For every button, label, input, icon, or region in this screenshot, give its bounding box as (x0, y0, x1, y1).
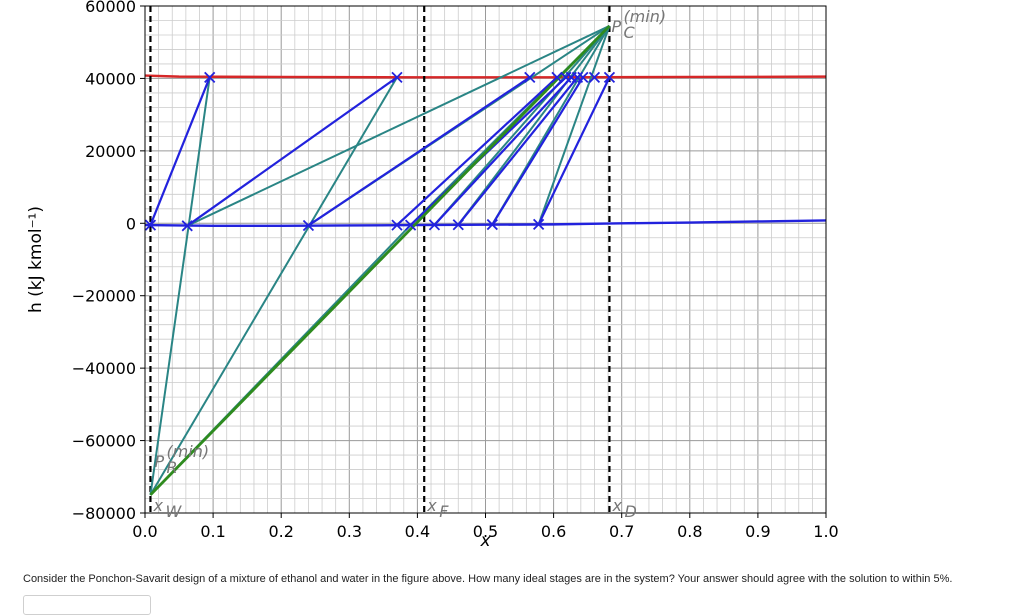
pole-c-label-sup: (min) (623, 7, 666, 26)
operating-line (457, 25, 611, 226)
vapor-stage-marker (204, 71, 216, 83)
xw-label-text: x (152, 496, 163, 515)
vapor-enthalpy-curve (144, 74, 827, 79)
xw-label-sub: W (165, 502, 182, 521)
liquid-stage-marker (144, 219, 157, 231)
y-tick-label: 60000 (85, 0, 136, 16)
x-tick-label: 0.7 (609, 522, 634, 541)
y-tick-label: 40000 (85, 69, 136, 88)
x-tick-label: 0.5 (473, 522, 498, 541)
marker-stroke (404, 219, 417, 231)
y-axis-label: h (kJ kmol⁻¹) (26, 206, 46, 313)
marker-stroke (551, 71, 563, 83)
marker-stroke (588, 71, 601, 83)
marker-stroke (144, 219, 157, 231)
liquid-stage-marker (486, 218, 498, 231)
y-tick-label: 0 (126, 214, 136, 233)
vapor-stage-marker (577, 71, 589, 83)
construction-lines (149, 6, 611, 513)
marker-stroke (577, 71, 589, 83)
x-tick-label: 0.1 (200, 522, 225, 541)
chart-axes: 0.0 0.1 0.2 0.3 0.4 0.5 0.6 0.7 0.8 0.9 1.0 −80000 −… (26, 0, 839, 551)
x-tick-label: 0.8 (677, 522, 702, 541)
y-tick-label: −20000 (72, 287, 136, 306)
marker-stroke (524, 71, 536, 83)
tie-line (396, 76, 558, 226)
x-axis-label: x (479, 531, 491, 551)
xd-label-sub: D (624, 502, 636, 521)
x-tick-label: 0.2 (268, 522, 293, 541)
marker-stroke (204, 71, 216, 83)
marker-stroke (452, 219, 464, 231)
pole-r-label-sup: (min) (166, 442, 209, 461)
ponchon-savarit-chart: 0.0 0.1 0.2 0.3 0.4 0.5 0.6 0.7 0.8 0.9 1.0 −80000 −… (26, 0, 839, 551)
liquid-stage-marker (302, 219, 315, 232)
x-tick-label: 0.4 (405, 522, 430, 541)
operating-line (149, 77, 211, 496)
marker-stroke (391, 71, 403, 83)
x-tick-label: 1.0 (813, 522, 838, 541)
pole-c-label: P C(min) (611, 7, 666, 42)
marker-stroke (181, 220, 193, 232)
vapor-stage-marker (588, 71, 601, 83)
pole-c-label-text: P (611, 17, 621, 36)
marker-stroke (391, 219, 403, 231)
x-tick-label: 0.6 (541, 522, 566, 541)
answer-input[interactable] (23, 595, 151, 615)
vapor-stage-marker (603, 71, 616, 83)
pole-r-label: P R(min) (154, 442, 209, 477)
liquid-stage-marker (391, 219, 403, 231)
liquid-stage-marker (452, 219, 464, 231)
vapor-stage-marker (391, 71, 403, 83)
liquid-stage-marker (428, 219, 441, 231)
y-tick-label: −80000 (72, 504, 136, 523)
xd-label-text: x (611, 496, 622, 515)
xf-label-sub: F (439, 502, 449, 521)
tie-line (186, 76, 398, 227)
tie-line (149, 76, 211, 226)
tie-line (433, 76, 573, 226)
chart-grid (144, 5, 827, 514)
minimum-reflux-line (149, 24, 611, 496)
vapor-stage-marker (551, 71, 563, 83)
x-tick-label: 0.0 (132, 522, 157, 541)
y-tick-label: −60000 (72, 432, 136, 451)
liquid-stage-marker (532, 218, 545, 231)
pole-r-label-sub: R (166, 458, 177, 477)
pole-c-label-sub: C (623, 23, 635, 42)
operating-line (186, 25, 610, 227)
enthalpy-curves (144, 74, 827, 228)
liquid-stage-marker (181, 220, 193, 232)
tie-line (491, 76, 584, 226)
operating-line (537, 25, 611, 225)
marker-stroke (486, 218, 498, 231)
tie-line (537, 76, 611, 225)
x-tick-label: 0.9 (745, 522, 770, 541)
marker-stroke (603, 71, 616, 83)
tie-line (307, 76, 531, 227)
liquid-enthalpy-curve (144, 219, 827, 228)
x-tick-label: 0.3 (337, 522, 362, 541)
question-text: Consider the Ponchon-Savarit design of a… (23, 573, 953, 585)
marker-stroke (302, 219, 315, 232)
tie-line (457, 76, 579, 226)
y-tick-label: 20000 (85, 142, 136, 161)
xf-label-text: x (426, 496, 437, 515)
liquid-stage-marker (404, 219, 417, 231)
pole-r-label-text: P (154, 452, 164, 471)
point-markers (144, 71, 616, 232)
vapor-stage-marker (524, 71, 536, 83)
operating-line (433, 25, 611, 226)
marker-stroke (532, 218, 545, 231)
y-tick-label: −40000 (72, 359, 136, 378)
operating-line (149, 76, 398, 496)
marker-stroke (428, 219, 441, 231)
